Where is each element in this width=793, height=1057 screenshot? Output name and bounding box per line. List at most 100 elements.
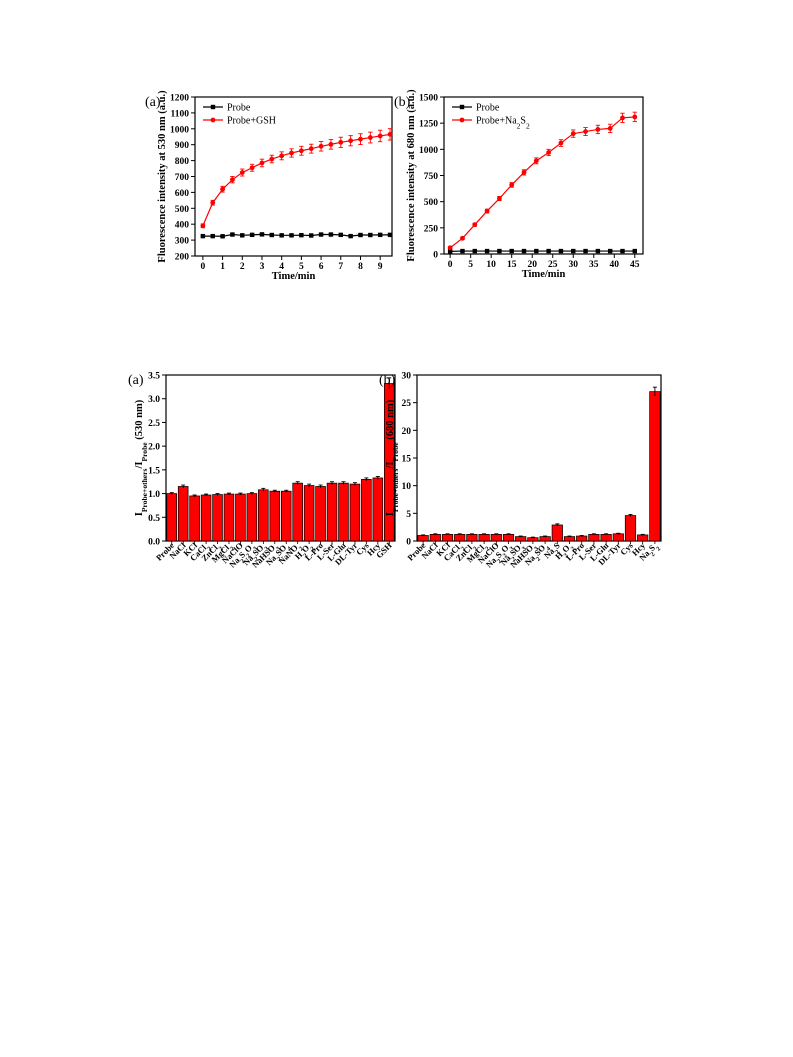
y-tick-label: 900 <box>175 141 190 151</box>
legend-marker <box>459 104 465 110</box>
data-point <box>484 208 490 214</box>
bar <box>624 515 637 542</box>
y-axis-title: Fluorescence intensity at 530 nm (a.u.) <box>157 90 168 263</box>
y-tick-label: 1000 <box>170 125 189 135</box>
y-tick-label: 750 <box>424 172 439 182</box>
data-point <box>620 248 625 254</box>
x-tick-label: 2 <box>240 262 245 272</box>
data-point <box>387 131 393 137</box>
data-point <box>249 232 255 238</box>
line-chart-530nm: 200 300 400 500 600 700 800 900 1000 1100 1200 0 1 2 3… <box>145 90 393 282</box>
panel-label: (b) <box>379 373 396 388</box>
y-tick-label: 0.5 <box>148 514 160 524</box>
plot-frame <box>165 374 396 542</box>
data-point <box>289 150 294 156</box>
legend-marker <box>210 104 216 110</box>
bar <box>235 493 246 542</box>
y-tick-label: 500 <box>424 198 439 208</box>
y-axis-title: IProbe+others/IProbe (680 nm) <box>385 399 400 516</box>
bar-chart-680nm: 051015202530ProbeNaClKClCaCl2ZnCl2MgCl2N… <box>379 372 662 570</box>
data-point <box>338 232 343 238</box>
y-tick-label: 2.0 <box>148 443 160 453</box>
data-point <box>239 170 245 175</box>
data-point <box>348 233 353 239</box>
bar <box>515 536 527 542</box>
data-point <box>230 232 235 237</box>
data-point <box>620 115 625 121</box>
y-tick-label: 500 <box>175 205 190 215</box>
y-tick-label: 25 <box>402 399 412 409</box>
data-point <box>348 138 354 144</box>
data-point <box>632 248 637 254</box>
x-tick-label: 45 <box>630 260 640 270</box>
data-point <box>546 248 551 254</box>
y-tick-label: 1100 <box>171 109 190 119</box>
y-tick-label: 20 <box>402 427 412 437</box>
bar <box>246 493 258 542</box>
bar <box>212 494 223 542</box>
bar <box>612 533 624 542</box>
y-tick-label: 1000 <box>419 146 438 156</box>
data-point <box>484 248 490 254</box>
x-tick-label: 1 <box>220 262 225 272</box>
data-point <box>367 135 373 140</box>
line-chart-680nm: 0 250 500 750 1000 1250 1500 0 5 10 15 20 25 30 35 40 45… <box>394 89 644 280</box>
data-point <box>472 222 478 228</box>
plot-frame <box>194 96 393 257</box>
x-tick-label: 10 <box>486 260 496 270</box>
bar <box>166 493 177 542</box>
bar <box>200 494 212 542</box>
data-point <box>328 232 334 237</box>
data-point <box>249 165 255 171</box>
data-point <box>259 160 265 166</box>
x-tick-label: 3 <box>260 262 265 272</box>
data-point <box>299 232 304 238</box>
y-axis-title: IProbe+others/IProbe (530 nm) <box>134 399 149 516</box>
y-tick-label: 0.0 <box>148 538 160 548</box>
bar <box>539 536 551 542</box>
x-tick-label: 4 <box>279 262 284 272</box>
data-point <box>210 200 216 206</box>
data-point <box>358 232 363 238</box>
data-point <box>259 232 265 237</box>
data-point <box>460 248 465 254</box>
y-tick-label: 5 <box>406 510 411 520</box>
data-point <box>269 156 275 162</box>
data-point <box>571 248 576 254</box>
data-point <box>220 186 225 192</box>
data-point <box>583 248 588 254</box>
legend-label: Probe <box>476 103 500 114</box>
x-tick-label: 5 <box>468 260 473 270</box>
data-point <box>308 146 314 152</box>
x-tick-label: 7 <box>338 262 343 272</box>
bar <box>303 485 315 542</box>
bar <box>223 493 235 542</box>
bar <box>315 486 326 542</box>
data-point <box>583 129 588 134</box>
data-point <box>240 233 245 238</box>
data-point <box>377 133 383 139</box>
y-tick-label: 1.5 <box>148 466 160 476</box>
x-tick-label: 9 <box>378 262 383 272</box>
x-tick-label: 0 <box>201 262 206 272</box>
data-point <box>318 143 324 149</box>
plot-frame <box>416 374 662 542</box>
bar <box>502 534 515 542</box>
x-tick-label: 15 <box>507 260 517 270</box>
plot-frame <box>443 96 644 255</box>
legend-label: Probe+GSH <box>227 116 276 127</box>
x-tick-label: 25 <box>548 260 558 270</box>
y-tick-label: 15 <box>402 455 412 465</box>
x-axis-title: Time/min <box>272 271 316 282</box>
data-point <box>289 233 294 238</box>
legend-label: Probe+Na2S2 <box>476 116 530 131</box>
data-point <box>338 139 344 145</box>
data-point <box>230 177 235 183</box>
data-point <box>309 233 314 238</box>
data-point <box>318 232 324 237</box>
legend-marker <box>459 117 465 123</box>
x-tick-label: 20 <box>527 260 537 270</box>
data-point <box>377 232 383 238</box>
data-point <box>558 248 564 254</box>
